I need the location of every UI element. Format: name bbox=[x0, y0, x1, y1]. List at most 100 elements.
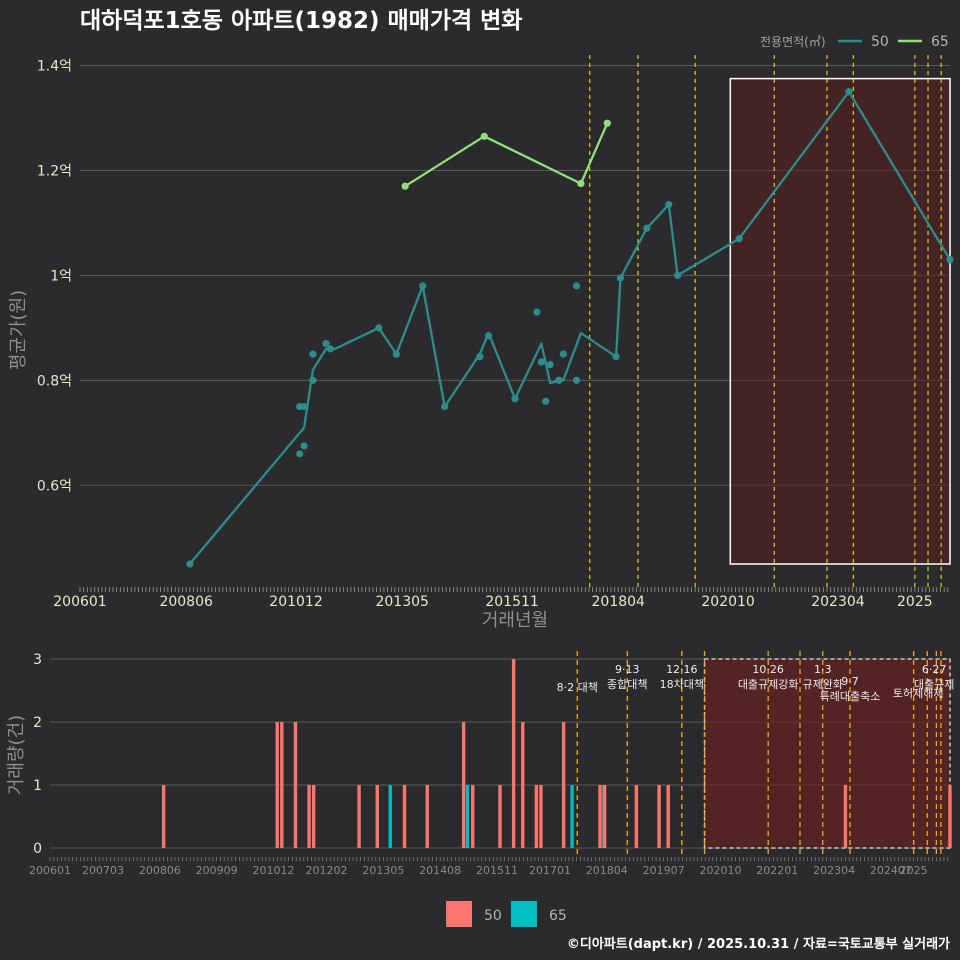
highlight-region bbox=[729, 77, 951, 565]
data-point-50 bbox=[375, 324, 383, 332]
volume-bar-50 bbox=[511, 659, 516, 848]
x-tick-label: 202304 bbox=[811, 594, 865, 610]
volume-x-tick-label: 202201 bbox=[756, 864, 798, 877]
data-point-50 bbox=[511, 395, 519, 403]
data-point-50 bbox=[845, 88, 853, 96]
volume-y-tick-label: 3 bbox=[33, 652, 42, 668]
data-point-50 bbox=[542, 397, 550, 405]
data-point-65 bbox=[603, 119, 611, 127]
data-point-50 bbox=[322, 340, 330, 348]
data-point-50 bbox=[946, 256, 954, 264]
data-point-50 bbox=[419, 282, 427, 290]
volume-bar-50 bbox=[948, 785, 952, 848]
volume-x-tick-label: 200601 bbox=[29, 864, 71, 877]
data-point-50 bbox=[485, 332, 493, 340]
data-point-50 bbox=[441, 402, 449, 411]
data-point-50 bbox=[300, 442, 308, 450]
bar-legend-label-50: 50 bbox=[484, 908, 502, 924]
volume-y-axis-title: 거래량(건) bbox=[6, 715, 27, 795]
x-tick-label: 200806 bbox=[159, 594, 213, 610]
volume-bar-50 bbox=[161, 785, 166, 848]
data-point-65 bbox=[401, 182, 409, 190]
volume-bar-50 bbox=[357, 785, 361, 848]
policy-annotation: 10·26 bbox=[752, 663, 784, 676]
volume-x-tick-label: 200703 bbox=[82, 864, 124, 877]
data-point-50 bbox=[735, 235, 743, 243]
volume-bar-50 bbox=[521, 722, 525, 848]
legend-title: 전용면적(㎡) bbox=[760, 35, 826, 49]
volume-bar-50 bbox=[634, 785, 639, 848]
volume-y-tick-label: 2 bbox=[33, 715, 42, 731]
data-point-50 bbox=[616, 274, 625, 282]
volume-x-tick-label: 201804 bbox=[586, 864, 628, 877]
volume-x-tick-label: 2025 bbox=[900, 864, 928, 877]
policy-annotation: 12·16 bbox=[666, 663, 698, 676]
volume-bar-50 bbox=[402, 785, 407, 848]
volume-highlight-region bbox=[703, 658, 951, 849]
data-point-50 bbox=[309, 376, 317, 384]
policy-annotation: 대출규제 bbox=[914, 678, 954, 691]
data-point-50 bbox=[296, 450, 304, 458]
policy-annotation: 9·7 bbox=[841, 675, 859, 688]
policy-annotation: 특례대출축소 bbox=[820, 690, 881, 703]
x-tick-label: 2025 bbox=[897, 594, 933, 610]
volume-x-tick-label: 201907 bbox=[643, 864, 685, 877]
source-caption: ©디아파트(dapt.kr) / 2025.10.31 / 자료=국토교통부 실… bbox=[567, 936, 950, 952]
volume-bar-50 bbox=[461, 722, 466, 848]
volume-x-tick-label: 201511 bbox=[476, 864, 518, 877]
volume-x-tick-label: 201305 bbox=[362, 864, 404, 877]
policy-annotation: 6·27 bbox=[922, 663, 947, 676]
price-line-chart: 0.6억 0.8억 1억 1.2억 1.4억 200601 200806 201012 2013… bbox=[37, 55, 954, 610]
data-point-65 bbox=[480, 132, 488, 140]
y-tick-label: 1억 bbox=[50, 268, 72, 284]
volume-bar-50 bbox=[375, 785, 379, 848]
data-point-50 bbox=[572, 282, 581, 290]
y-tick-label: 0.8억 bbox=[37, 373, 72, 389]
volume-y-tick-label: 1 bbox=[33, 778, 42, 794]
volume-x-tick-label: 201701 bbox=[529, 864, 571, 877]
data-point-50 bbox=[643, 224, 651, 232]
data-point-50 bbox=[555, 376, 563, 384]
volume-bar-65 bbox=[465, 785, 470, 848]
bar-legend: 50 65 bbox=[446, 901, 567, 927]
x-tick-label: 201804 bbox=[592, 594, 646, 610]
series-line-65 bbox=[404, 122, 609, 188]
policy-annotation: 18차대책 bbox=[660, 678, 704, 691]
policy-annotation: 규제완화 bbox=[802, 678, 842, 691]
policy-annotation: 대출규제강화 bbox=[738, 678, 799, 691]
policy-annotation: 토허제해제 bbox=[893, 686, 944, 700]
data-point-50 bbox=[537, 358, 545, 366]
volume-x-tick-label: 202407 bbox=[870, 864, 912, 877]
x-tick-label: 201511 bbox=[485, 594, 538, 610]
volume-bar-65 bbox=[570, 785, 574, 848]
data-point-65 bbox=[577, 179, 585, 188]
volume-bar-50 bbox=[657, 785, 661, 848]
chart-title: 대하덕포1호동 아파트(1982) 매매가격 변화 bbox=[80, 8, 522, 34]
volume-x-tick-label: 200909 bbox=[196, 864, 238, 877]
data-point-50 bbox=[309, 350, 317, 358]
data-point-50 bbox=[326, 345, 335, 353]
data-point-50 bbox=[546, 361, 554, 369]
volume-bar-50 bbox=[293, 722, 298, 848]
data-point-50 bbox=[476, 353, 484, 361]
volume-x-tick-label: 201012 bbox=[252, 864, 294, 877]
volume-bar-50 bbox=[602, 785, 607, 848]
volume-x-tick-label: 202010 bbox=[699, 864, 741, 877]
volume-bar-chart: 0 1 2 3 8·2 대책 9·13 종합대책 12·16 18차대책 10·26 대출규제강화 1… bbox=[29, 651, 954, 877]
data-point-50 bbox=[533, 308, 541, 316]
x-tick-label: 200601 bbox=[53, 594, 106, 610]
volume-x-tick-label: 201202 bbox=[306, 864, 348, 877]
volume-bar-50 bbox=[425, 785, 429, 848]
line-legend: 전용면적(㎡) 50 65 bbox=[760, 34, 949, 50]
volume-bar-50 bbox=[307, 785, 311, 848]
volume-x-tick-label: 201408 bbox=[419, 864, 461, 877]
volume-bar-50 bbox=[471, 785, 475, 848]
volume-bar-50 bbox=[598, 785, 602, 848]
bar-legend-swatch-65 bbox=[511, 901, 537, 927]
y-tick-label: 1.2억 bbox=[37, 163, 72, 179]
volume-bar-50 bbox=[534, 785, 539, 848]
volume-bar-50 bbox=[498, 785, 502, 848]
volume-bar-50 bbox=[843, 785, 848, 848]
x-tick-label: 201012 bbox=[269, 594, 322, 610]
volume-bar-50 bbox=[561, 722, 566, 848]
